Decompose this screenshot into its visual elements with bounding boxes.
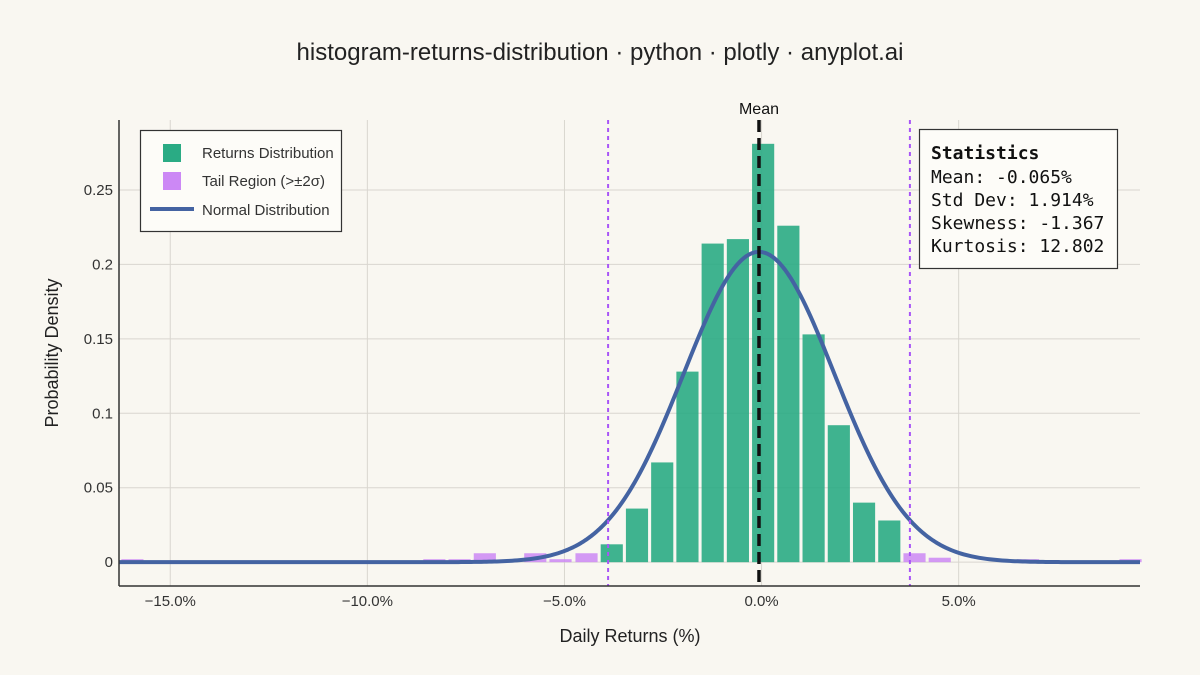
returns-bar-7 [777,225,800,563]
x-tick-labels: −15.0% −10.0% −5.0% 0.0% 5.0% [145,593,976,610]
statistics-mean: Mean: -0.065% [931,167,1072,188]
y-tick-label-5: 0.25 [84,182,113,199]
normal-distribution-curve [119,249,1140,565]
y-tick-label-3: 0.15 [84,331,113,348]
returns-bar-10 [852,502,876,563]
returns-bar-1 [625,508,649,563]
returns-bar-6 [752,143,775,563]
mean-line-label: Mean [739,101,779,118]
statistics-skewness: Skewness: -1.367 [931,213,1104,234]
returns-bar-2 [651,462,674,563]
returns-bar-8 [802,334,825,563]
statistics-std-dev: Std Dev: 1.914% [931,190,1094,211]
statistics-title: Statistics [931,143,1039,164]
legend-swatch-returns [163,144,181,162]
legend: Returns Distribution Tail Region (>±2σ) … [139,129,343,233]
y-tick-label-4: 0.2 [92,256,113,273]
chart-title: histogram-returns-distribution · python … [297,39,904,66]
x-tick-label-1: −10.0% [342,593,393,610]
legend-label-tail: Tail Region (>±2σ) [202,173,325,190]
returns-bar-9 [827,425,850,563]
returns-bar-0 [600,544,623,563]
y-tick-label-2: 0.1 [92,405,113,422]
y-tick-label-1: 0.05 [84,480,113,497]
returns-bar-4 [701,243,724,563]
tail-bar-6 [575,553,598,563]
y-tick-labels: 0 0.05 0.1 0.15 0.2 0.25 [84,182,113,571]
statistics-kurtosis: Kurtosis: 12.802 [931,236,1104,257]
legend-swatch-tail [163,172,181,190]
legend-label-normal: Normal Distribution [202,202,330,219]
returns-bar-5 [726,239,749,563]
statistics-box: Statistics Mean: -0.065% Std Dev: 1.914%… [918,128,1119,270]
y-tick-label-0: 0 [105,554,113,571]
axes [118,120,1140,587]
x-tick-label-0: −15.0% [145,593,196,610]
x-tick-label-4: 5.0% [942,593,976,610]
y-axis-label: Probability Density [42,278,62,427]
x-tick-label-2: −5.0% [543,593,586,610]
x-axis-label: Daily Returns (%) [559,626,700,646]
normal-curve [119,249,1140,565]
returns-bar-3 [676,371,699,563]
tail-bar-3 [473,553,496,563]
returns-bar-11 [878,520,901,563]
tail-bar-8 [928,557,951,563]
tail-bar-7 [903,553,926,563]
x-tick-label-3: 0.0% [744,593,778,610]
statistics-box-frame [918,128,1119,270]
tail-bar-5 [549,559,572,563]
reference-lines [607,120,911,586]
legend-label-returns: Returns Distribution [202,145,334,162]
